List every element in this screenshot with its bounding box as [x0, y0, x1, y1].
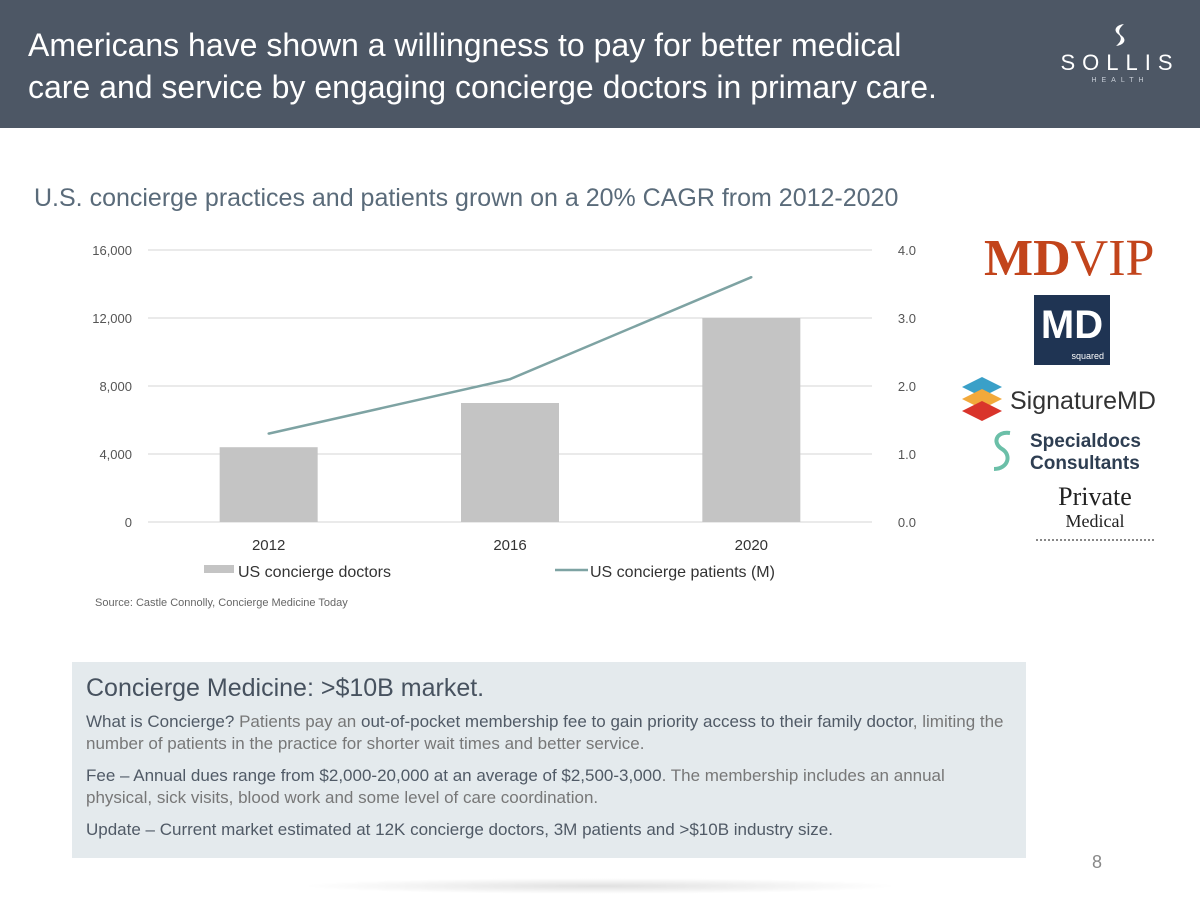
private-medical-line-1: Private: [1058, 482, 1132, 511]
info-fee-text-1: Fee – Annual dues range from $2,000-20,0…: [86, 766, 662, 785]
x-axis-label: 2016: [493, 537, 526, 554]
x-axis-label: 2012: [252, 537, 285, 554]
chart-bars: [219, 318, 801, 522]
info-paragraph-fee: Fee – Annual dues range from $2,000-20,0…: [86, 765, 1012, 809]
private-medical-line-2: Medical: [1065, 511, 1125, 531]
headline-line-2: care and service by engaging concierge d…: [28, 69, 937, 105]
slide-headline: Americans have shown a willingness to pa…: [28, 24, 988, 108]
left-axis-tick-label: 0: [125, 515, 132, 530]
chart-source: Source: Castle Connolly, Concierge Medic…: [95, 597, 348, 609]
right-axis-tick-label: 0.0: [898, 515, 916, 530]
private-medical-rule: [1036, 539, 1154, 543]
info-fee-text-2: . The membership includes an annual phys…: [86, 766, 945, 807]
brand-name: SOLLIS: [1060, 50, 1180, 75]
patients-point-2016: [508, 378, 512, 381]
partner-logos: MDVIP MD squared SignatureMD Specialdocs…: [950, 225, 1190, 555]
private-medical-logo: Private Medical: [1030, 483, 1160, 543]
info-what-text-3: , limiting the number of patients in the…: [86, 712, 1004, 753]
specialdocs-text: Specialdocs Consultants: [1030, 431, 1141, 475]
left-axis-tick-label: 4,000: [99, 447, 132, 462]
right-axis-tick-label: 1.0: [898, 447, 916, 462]
left-axis-ticks: 16,000 12,000 8,000 4,000 0: [92, 243, 132, 530]
right-axis-tick-label: 4.0: [898, 243, 916, 258]
info-heading: Concierge Medicine: >$10B market.: [86, 674, 485, 702]
headline-line-1: Americans have shown a willingness to pa…: [28, 27, 902, 63]
info-paragraph-update: Update – Current market estimated at 12K…: [86, 820, 833, 839]
bar-2016: [461, 403, 559, 522]
right-axis-ticks: 4.0 3.0 2.0 1.0 0.0: [898, 243, 916, 530]
signaturemd-logo: SignatureMD: [960, 375, 1190, 425]
patients-point-2012: [267, 432, 270, 435]
left-axis-tick-label: 8,000: [99, 379, 132, 394]
signaturemd-stack-icon: [962, 377, 1002, 421]
chart-title: U.S. concierge practices and patients gr…: [34, 184, 899, 212]
slide-shadow: [300, 878, 900, 894]
left-axis-tick-label: 16,000: [92, 243, 132, 258]
left-axis-tick-label: 12,000: [92, 311, 132, 326]
title-banner: Americans have shown a willingness to pa…: [0, 0, 1200, 128]
mdvip-vip-text: VIP: [1070, 230, 1155, 287]
mdvip-md-text: MD: [984, 230, 1071, 287]
specialdocs-logo: Specialdocs Consultants: [986, 427, 1186, 479]
signaturemd-text: SignatureMD: [1010, 387, 1156, 415]
bar-2020: [702, 318, 801, 522]
info-paragraph-what: What is Concierge? Patients pay an out-o…: [86, 711, 1012, 755]
info-what-text-1: Patients pay an: [234, 712, 361, 731]
sollis-logo: SOLLIS HEALTH: [1050, 22, 1190, 84]
legend-line-label: US concierge patients (M): [590, 564, 775, 581]
specialdocs-line-1: Specialdocs: [1030, 431, 1141, 452]
md-squared-main-text: MD: [1040, 303, 1104, 347]
legend-bar-label: US concierge doctors: [238, 564, 391, 581]
chart-legend: US concierge doctors US concierge patient…: [204, 564, 775, 581]
sollis-mark-icon: [1115, 24, 1125, 46]
concierge-info-box: Concierge Medicine: >$10B market. What i…: [72, 662, 1026, 858]
brand-subtitle: HEALTH: [1091, 77, 1149, 84]
specialdocs-s-icon: [993, 430, 1011, 471]
bar-2012: [219, 447, 318, 522]
legend-bar-swatch: [204, 565, 234, 573]
x-axis-labels: 2012 2016 2020: [252, 537, 768, 554]
info-what-text-2: out-of-pocket membership fee to gain pri…: [360, 712, 913, 731]
x-axis-label: 2020: [735, 537, 768, 554]
patients-point-2020: [750, 276, 753, 279]
right-axis-tick-label: 3.0: [898, 311, 916, 326]
mdvip-logo: MDVIP: [984, 229, 1154, 289]
specialdocs-line-2: Consultants: [1030, 453, 1140, 474]
right-axis-tick-label: 2.0: [898, 379, 916, 394]
md-squared-sub-text: squared: [1071, 351, 1104, 361]
page-number: 8: [1092, 852, 1103, 872]
chart-line-series: [267, 276, 753, 435]
info-what-label: What is Concierge?: [86, 712, 235, 731]
md-squared-logo: MD squared: [1034, 295, 1110, 365]
